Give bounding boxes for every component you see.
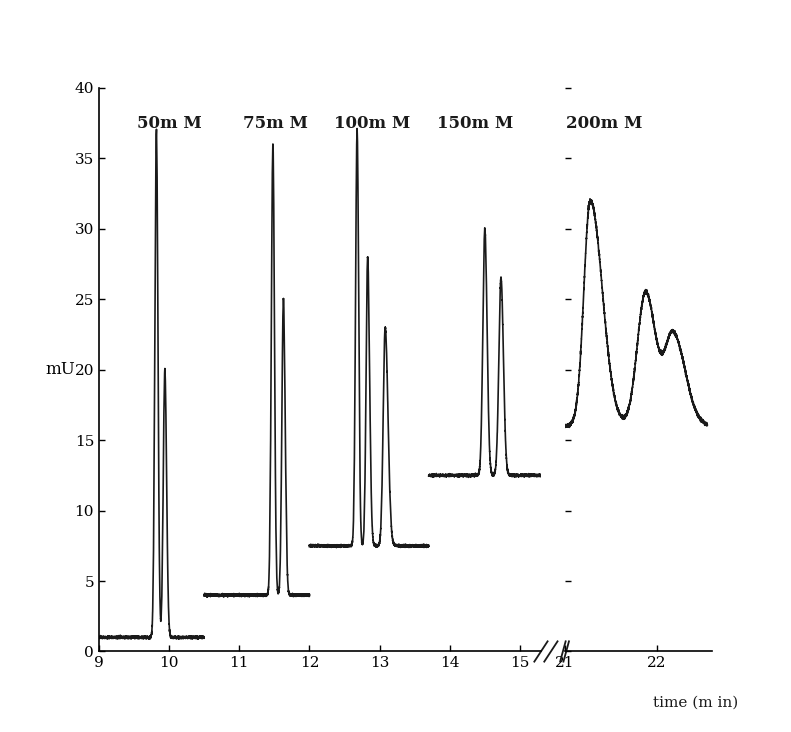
Text: 100m M: 100m M <box>334 115 411 132</box>
Text: 50m M: 50m M <box>138 115 202 132</box>
Y-axis label: mU: mU <box>46 361 75 378</box>
Text: 150m M: 150m M <box>437 115 513 132</box>
Text: time (m in): time (m in) <box>653 695 739 710</box>
Text: 200m M: 200m M <box>566 115 643 132</box>
Text: 75m M: 75m M <box>243 115 308 132</box>
